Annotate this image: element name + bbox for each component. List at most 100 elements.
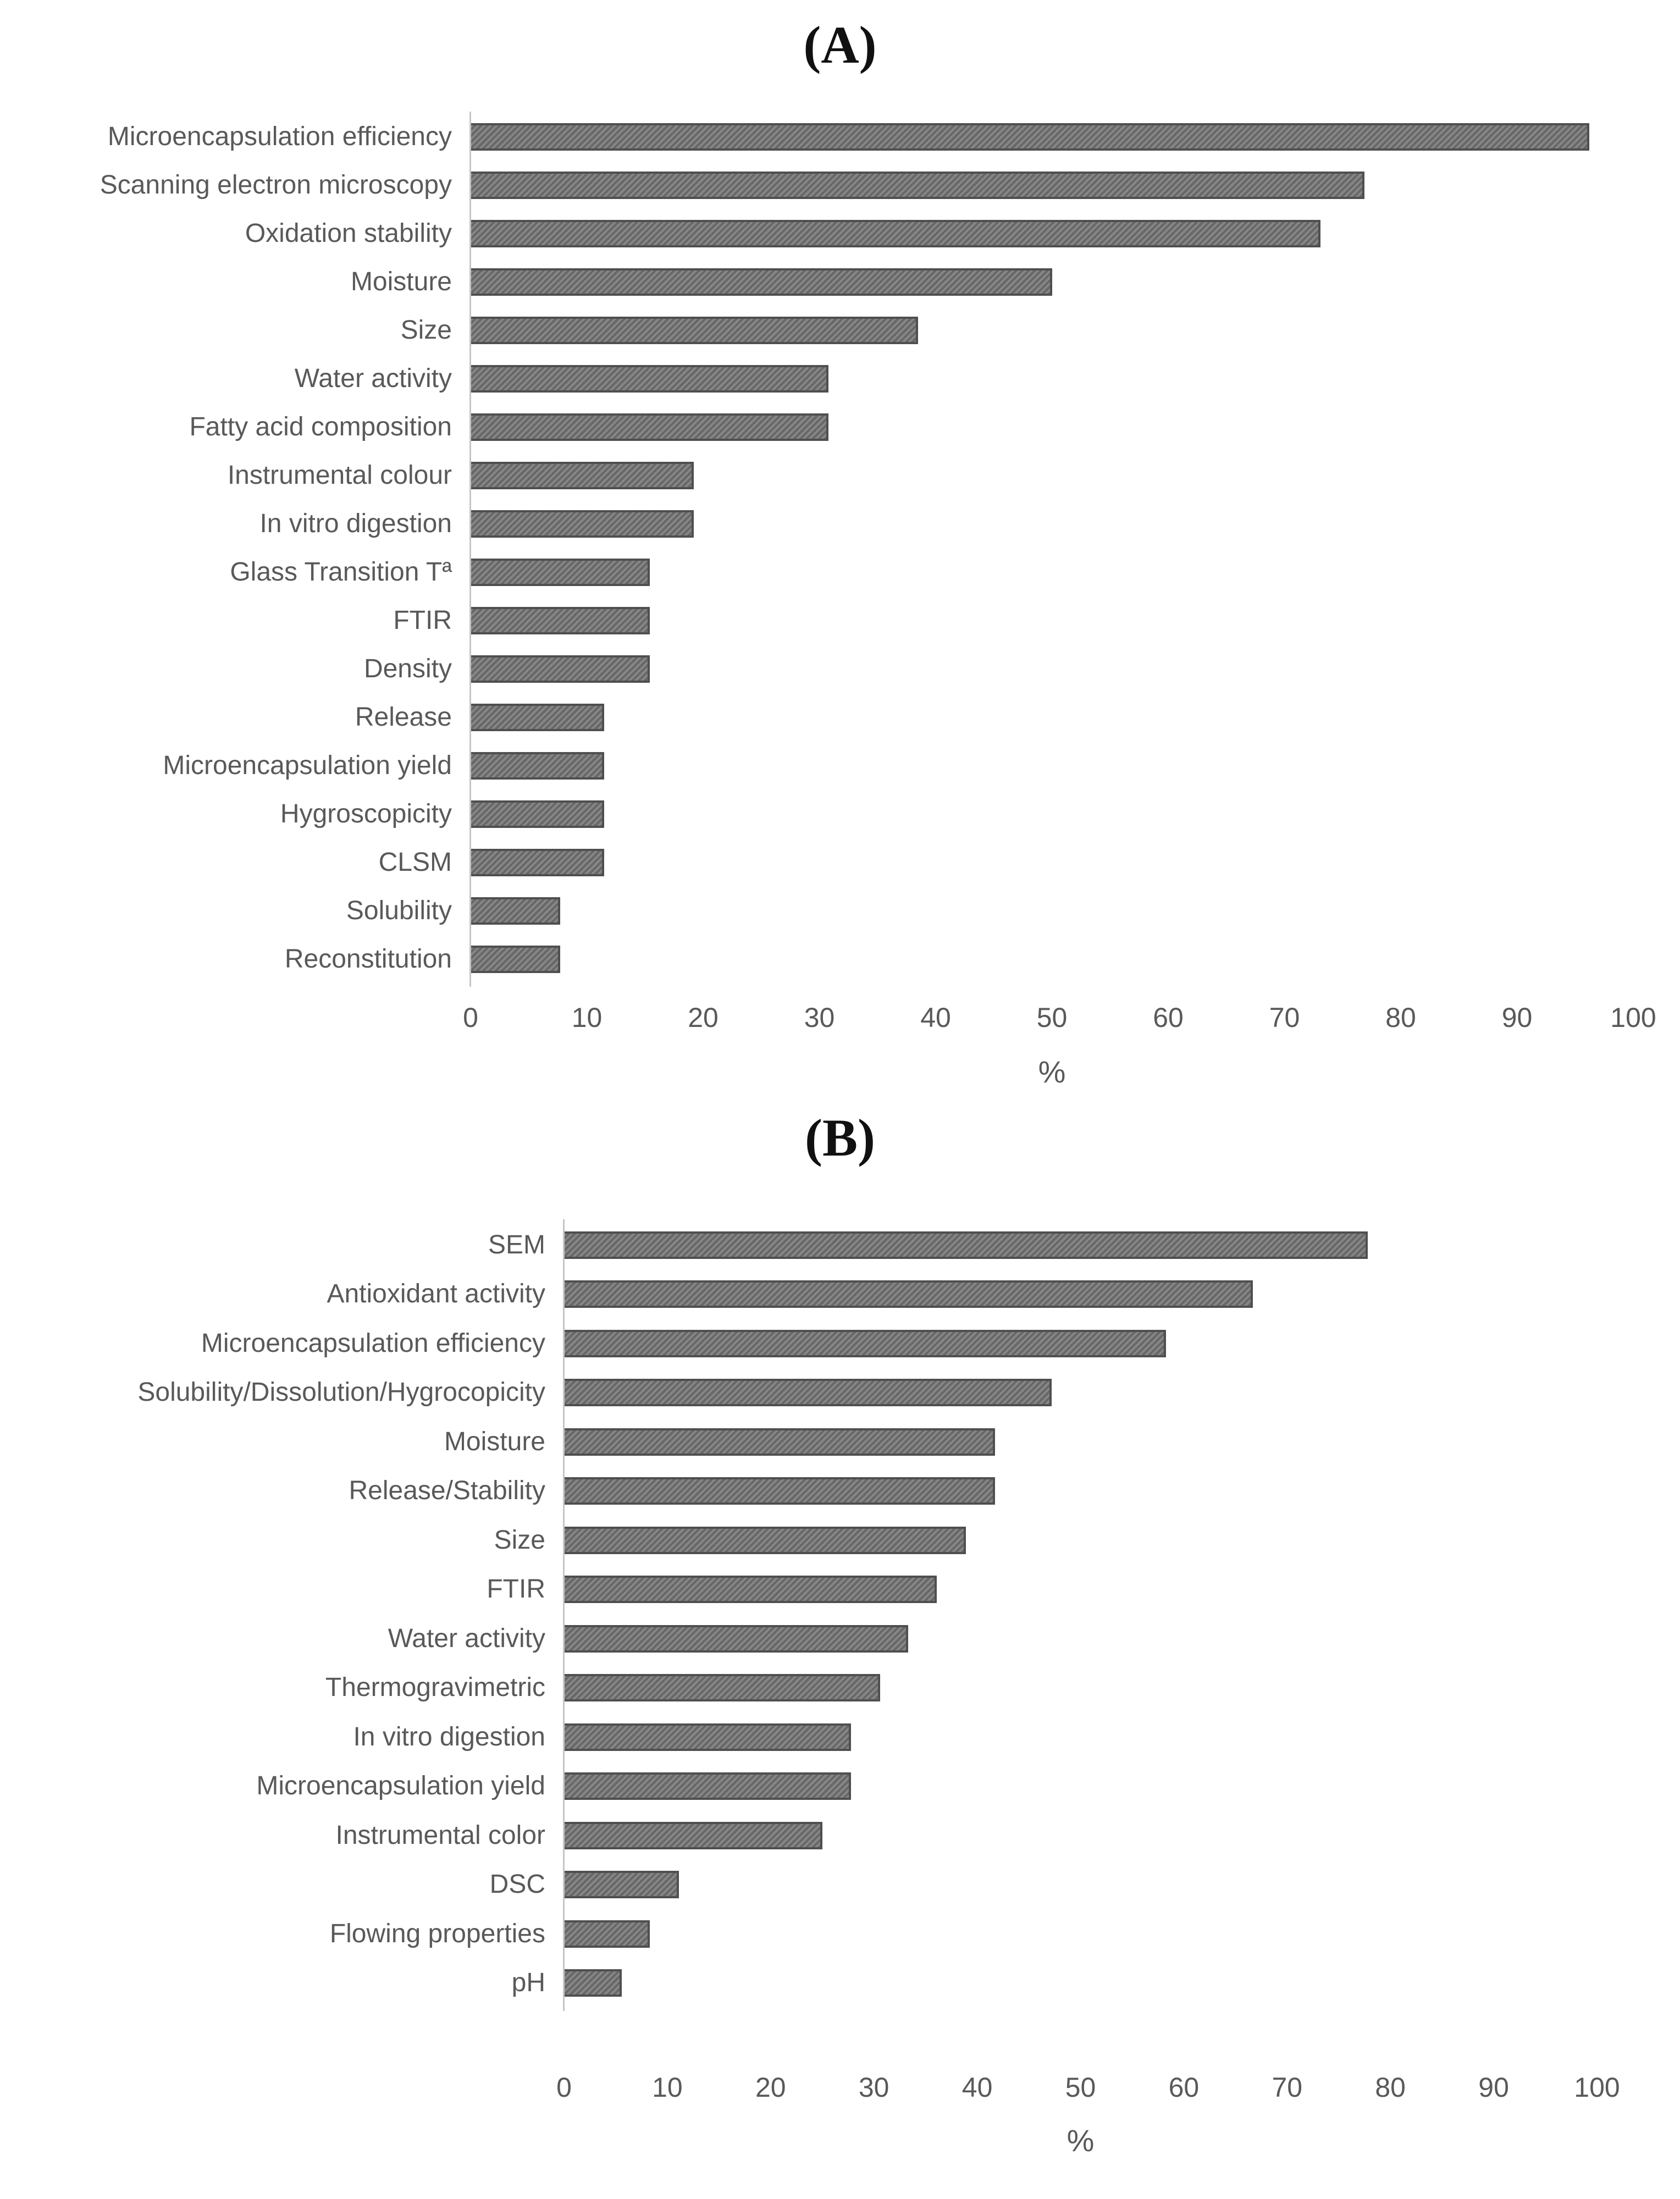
bar-track: [564, 1625, 1597, 1653]
bar: [471, 172, 1365, 199]
bar-track: [564, 1329, 1597, 1357]
bar-row: pH: [0, 1959, 1680, 2008]
bar-track: [564, 1969, 1597, 1997]
bar-row: Reconstitution: [0, 935, 1680, 984]
bar-row: Thermogravimetric: [0, 1664, 1680, 1713]
x-tick-label: 20: [688, 1002, 719, 1033]
bar: [564, 1329, 1167, 1357]
bar: [564, 1871, 679, 1899]
category-label: Solubility: [346, 896, 452, 925]
bar-track: [471, 413, 1633, 441]
panel-a-y-axis-line: [469, 112, 471, 987]
category-label: Thermogravimetric: [325, 1673, 545, 1703]
category-label: In vitro digestion: [353, 1722, 545, 1752]
panel-a-title: (A): [803, 15, 877, 74]
bar: [471, 510, 694, 538]
bar-row: Fatty acid composition: [0, 403, 1680, 451]
x-tick-label: 70: [1272, 2072, 1303, 2103]
bar-track: [471, 752, 1633, 780]
category-label: Oxidation stability: [245, 218, 452, 248]
bar: [564, 1526, 966, 1554]
bar-row: Microencapsulation yield: [0, 1762, 1680, 1811]
bar-row: FTIR: [0, 1565, 1680, 1615]
x-tick-label: 0: [556, 2072, 572, 2103]
category-label: Size: [400, 315, 452, 345]
category-label: DSC: [489, 1870, 545, 1899]
bar: [471, 268, 1052, 296]
x-tick-label: 90: [1501, 1002, 1533, 1033]
bar-track: [564, 1576, 1597, 1604]
bar-row: Oxidation stability: [0, 209, 1680, 258]
bar-row: Moisture: [0, 1417, 1680, 1467]
bar-track: [471, 946, 1633, 973]
category-label: Release: [355, 702, 452, 732]
bar: [564, 1477, 995, 1505]
category-label: FTIR: [393, 605, 452, 635]
bar: [564, 1625, 908, 1653]
bar-row: Release/Stability: [0, 1467, 1680, 1516]
category-label: Moisture: [444, 1427, 545, 1456]
x-tick-label: 40: [961, 2072, 993, 2103]
bar-track: [471, 268, 1633, 296]
x-tick-label: 60: [1153, 1002, 1184, 1033]
bar: [564, 1231, 1368, 1259]
bar: [471, 897, 560, 925]
bar-row: Microencapsulation yield: [0, 742, 1680, 790]
panel-b-x-axis-ticks: 0 10 20 30 40 50 60 70 80 90 100: [556, 2072, 1620, 2109]
category-label: Size: [494, 1525, 545, 1555]
bar-track: [471, 462, 1633, 489]
x-tick-label: 100: [1610, 1002, 1656, 1033]
bar: [471, 123, 1589, 151]
bar-row: In vitro digestion: [0, 500, 1680, 548]
bar-row: Microencapsulation efficiency: [0, 1319, 1680, 1368]
category-label: Hygroscopicity: [280, 799, 452, 828]
category-label: Antioxidant activity: [327, 1279, 545, 1309]
bar-row: Release: [0, 693, 1680, 742]
bar-track: [564, 1428, 1597, 1456]
bar: [471, 704, 605, 731]
category-label: Microencapsulation efficiency: [107, 121, 452, 151]
bar: [471, 317, 919, 344]
category-label: Density: [363, 654, 452, 683]
bar-row: DSC: [0, 1860, 1680, 1910]
category-label: Microencapsulation yield: [163, 750, 452, 780]
bar-row: Solubility/Dissolution/Hygrocopicity: [0, 1368, 1680, 1418]
bar: [471, 365, 829, 393]
bar-row: Glass Transition Tª: [0, 548, 1680, 596]
bar: [471, 559, 650, 586]
x-tick-label: 10: [652, 2072, 683, 2103]
bar-track: [471, 655, 1633, 683]
bar-row: SEM: [0, 1220, 1680, 1270]
x-tick-label: 50: [1065, 2072, 1096, 2103]
bar-track: [564, 1723, 1597, 1751]
bar: [564, 1920, 650, 1948]
x-tick-label: 80: [1375, 2072, 1406, 2103]
bar-track: [564, 1772, 1597, 1800]
panel-b-y-axis-line: [563, 1219, 565, 2011]
bar: [564, 1280, 1253, 1308]
bar-track: [471, 317, 1633, 344]
x-tick-label: 80: [1385, 1002, 1416, 1033]
bar: [471, 413, 829, 441]
bar: [564, 1379, 1052, 1407]
bar-track: [564, 1477, 1597, 1505]
bar-track: [471, 123, 1633, 151]
category-label: Solubility/Dissolution/Hygrocopicity: [137, 1378, 545, 1407]
category-label: SEM: [488, 1230, 545, 1259]
category-label: Fatty acid composition: [189, 412, 452, 441]
bar-track: [564, 1526, 1597, 1554]
panel-a-bar-rows: Microencapsulation efficiency Scanning el…: [0, 113, 1680, 984]
category-label: Water activity: [294, 363, 452, 393]
bar: [471, 220, 1321, 247]
bar-row: Instrumental color: [0, 1811, 1680, 1860]
bar-row: Size: [0, 306, 1680, 355]
bar-track: [471, 172, 1633, 199]
category-label: CLSM: [378, 847, 452, 877]
panel-b-x-axis-label: %: [1066, 2123, 1095, 2158]
bar-row: Density: [0, 645, 1680, 693]
bar-track: [471, 510, 1633, 538]
bar-track: [471, 220, 1633, 247]
bar-track: [564, 1871, 1597, 1899]
x-tick-label: 70: [1269, 1002, 1300, 1033]
